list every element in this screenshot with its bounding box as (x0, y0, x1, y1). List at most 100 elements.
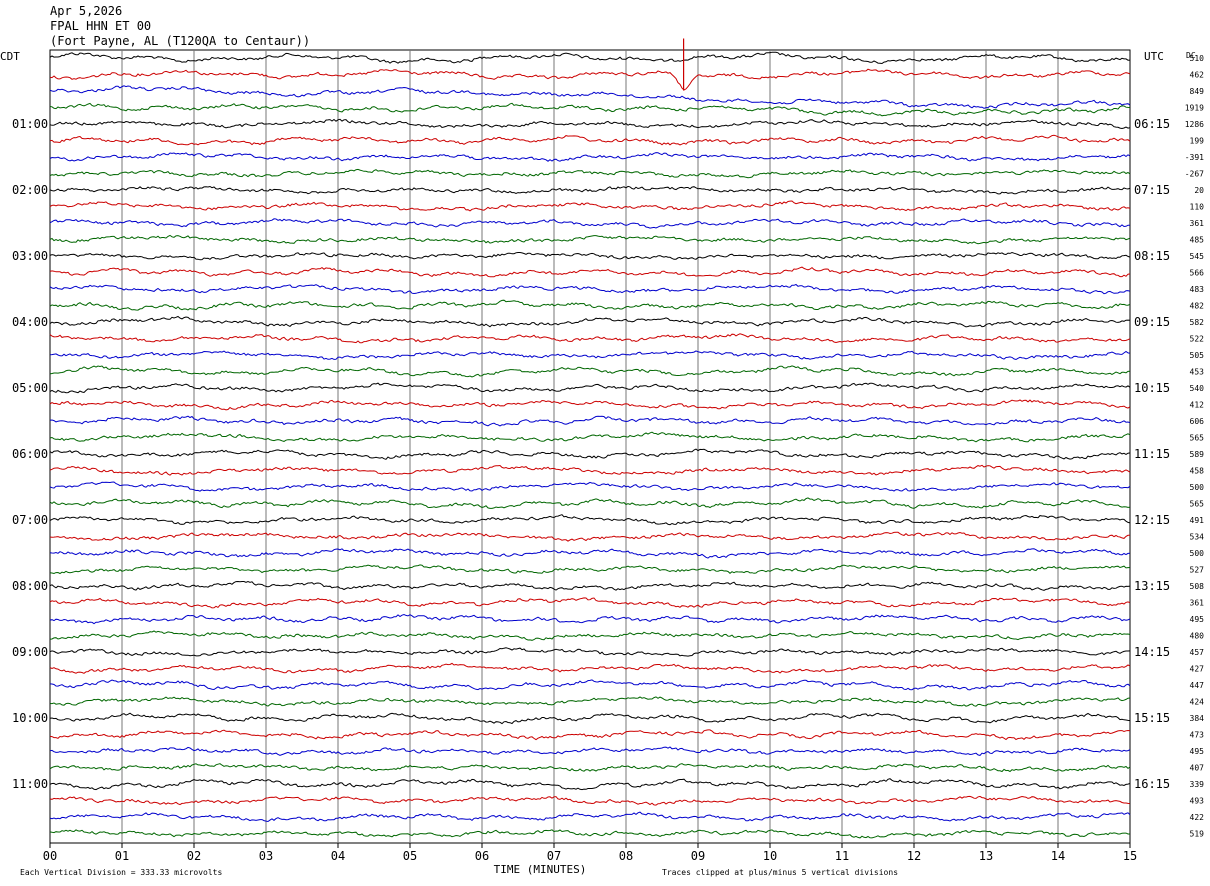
x-axis-label: TIME (MINUTES) (494, 863, 587, 876)
x-tick-label: 09 (691, 849, 705, 863)
dc-offset-label: 458 (1190, 467, 1205, 476)
x-tick-label: 00 (43, 849, 57, 863)
dc-offset-label: 500 (1190, 483, 1205, 492)
footer-scale-note: Each Vertical Division = 333.33 microvol… (20, 868, 222, 877)
seismic-trace (49, 696, 1131, 707)
seismic-trace (49, 531, 1131, 542)
dc-offset-label: 500 (1190, 549, 1205, 558)
dc-offset-label: 412 (1190, 401, 1205, 410)
dc-offset-label: 473 (1190, 731, 1205, 740)
header-date: Apr 5,2026 (50, 4, 123, 18)
dc-offset-label: 453 (1190, 368, 1205, 377)
dc-offset-label: 527 (1190, 566, 1205, 575)
seismic-trace (49, 118, 1131, 130)
left-hour-label: 03:00 (12, 249, 48, 263)
right-zone-label: UTC (1144, 50, 1164, 63)
seismic-trace (49, 299, 1131, 311)
seismic-trace (49, 630, 1131, 641)
dc-offset-label: 495 (1190, 615, 1205, 624)
dc-offset-label: 519 (1190, 830, 1205, 839)
dc-offset-label: 589 (1190, 450, 1205, 459)
seismic-trace (49, 399, 1131, 411)
dc-offset-label: 407 (1190, 764, 1205, 773)
x-tick-label: 08 (619, 849, 633, 863)
seismic-trace (49, 679, 1131, 691)
dc-offset-label: 566 (1190, 269, 1205, 278)
seismic-trace (49, 580, 1131, 591)
seismic-trace (49, 746, 1131, 756)
seismic-trace (49, 613, 1131, 625)
seismic-trace (49, 315, 1131, 328)
dc-offset-label: 505 (1190, 351, 1205, 360)
dc-offset-label: 480 (1190, 632, 1205, 641)
seismic-trace (49, 365, 1131, 378)
dc-offset-label: 20 (1194, 186, 1204, 195)
dc-offset-label: 582 (1190, 318, 1205, 327)
dc-offset-label: 110 (1190, 203, 1205, 212)
seismic-trace (49, 431, 1131, 443)
seismic-trace (49, 415, 1131, 427)
seismic-trace (49, 811, 1131, 823)
seismic-trace (49, 218, 1131, 229)
left-hour-label: 10:00 (12, 711, 48, 725)
x-tick-label: 01 (115, 849, 129, 863)
right-hour-label: 09:15 (1134, 315, 1170, 329)
x-tick-label: 14 (1051, 849, 1065, 863)
right-hour-label: 15:15 (1134, 711, 1170, 725)
seismic-trace (49, 200, 1131, 212)
dc-offset-label: 361 (1190, 219, 1205, 228)
dc-offset-label: 339 (1190, 780, 1205, 789)
dc-offset-label: 849 (1190, 87, 1205, 96)
dc-offset-label: 495 (1190, 747, 1205, 756)
seismic-trace (49, 283, 1131, 295)
right-hour-label: 12:15 (1134, 513, 1170, 527)
x-tick-label: 06 (475, 849, 489, 863)
dc-offset-label: 534 (1190, 533, 1205, 542)
seismic-trace (49, 168, 1131, 179)
x-tick-label: 12 (907, 849, 921, 863)
left-hour-label: 11:00 (12, 777, 48, 791)
seismic-trace (49, 85, 1131, 109)
seismic-trace (49, 464, 1131, 476)
dc-offset-label: -391 (1185, 153, 1204, 162)
dc-offset-label: 508 (1190, 582, 1205, 591)
dc-offset-label: 493 (1190, 797, 1205, 806)
x-tick-label: 10 (763, 849, 777, 863)
x-tick-label: 15 (1123, 849, 1137, 863)
dc-offset-label: 482 (1190, 302, 1205, 311)
seismic-trace (49, 448, 1131, 460)
seismic-trace (49, 102, 1131, 117)
right-hour-label: 08:15 (1134, 249, 1170, 263)
dc-offset-label: -267 (1185, 170, 1204, 179)
seismic-trace (49, 350, 1131, 361)
x-tick-label: 03 (259, 849, 273, 863)
left-hour-label: 02:00 (12, 183, 48, 197)
dc-header: DC (1186, 51, 1196, 60)
dc-offset-label: 384 (1190, 714, 1205, 723)
dc-offset-label: 565 (1190, 434, 1205, 443)
dc-offset-label: 427 (1190, 665, 1205, 674)
dc-offset-label: 510 (1190, 54, 1205, 63)
left-zone-label: CDT (0, 50, 20, 63)
seismic-trace (49, 829, 1130, 839)
left-hour-label: 06:00 (12, 447, 48, 461)
seismic-trace (49, 68, 1131, 91)
dc-offset-label: 1286 (1185, 120, 1204, 129)
x-tick-label: 02 (187, 849, 201, 863)
seismic-trace (49, 778, 1131, 791)
seismic-trace (49, 795, 1131, 806)
seismic-trace (49, 134, 1131, 146)
seismic-trace (49, 234, 1131, 245)
dc-offset-label: 491 (1190, 516, 1205, 525)
seismic-trace (49, 564, 1131, 575)
right-hour-label: 06:15 (1134, 117, 1170, 131)
header-station: FPAL HHN ET 00 (50, 19, 152, 33)
seismic-trace (49, 251, 1131, 261)
dc-offset-label: 462 (1190, 71, 1205, 80)
seismic-trace (49, 185, 1131, 195)
right-hour-label: 16:15 (1134, 777, 1170, 791)
x-tick-label: 13 (979, 849, 993, 863)
seismic-trace (49, 152, 1131, 162)
left-hour-label: 04:00 (12, 315, 48, 329)
dc-offset-label: 199 (1190, 137, 1205, 146)
